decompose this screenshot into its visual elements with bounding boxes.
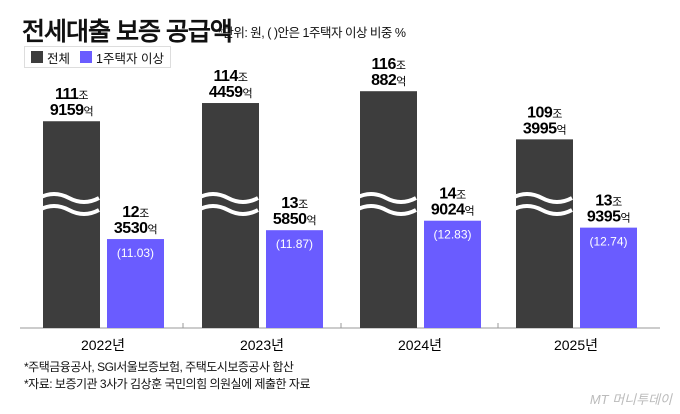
chart-subtitle: *단위: 원, ( )안은 1주택자 이상 비중 % xyxy=(218,26,406,40)
share-label-2023년: (11.87) xyxy=(276,237,313,251)
bar-owner-2022년 xyxy=(107,239,164,328)
label-owner-2024년-line2: 9024억 xyxy=(431,202,474,219)
label-owner-2024년-line1: 14조 xyxy=(439,186,466,203)
label-total-2025년-line2: 3995억 xyxy=(523,120,566,137)
axis-break-icon xyxy=(511,204,573,216)
label-owner-2022년-line2: 3530억 xyxy=(114,220,157,237)
label-owner-2022년-line1: 12조 xyxy=(122,204,149,221)
category-label-2022년: 2022년 xyxy=(81,337,125,353)
footnote-2: *자료: 보증기관 3사가 김상훈 국민의힘 의원실에 제출한 자료 xyxy=(24,377,310,391)
label-total-2024년-line2: 882억 xyxy=(371,72,406,89)
label-owner-2023년-line2: 5850억 xyxy=(273,211,316,228)
share-label-2024년: (12.83) xyxy=(433,228,471,242)
category-label-2024년: 2024년 xyxy=(398,337,442,353)
axis-break-icon xyxy=(38,192,100,204)
label-owner-2023년-line1: 13조 xyxy=(281,195,308,212)
axis-break-icon xyxy=(38,204,100,216)
bar-total-2022년 xyxy=(43,121,100,329)
legend-swatch-owner xyxy=(80,51,93,63)
bar-total-2025년 xyxy=(516,139,573,328)
label-total-2024년-line1: 116조 xyxy=(372,56,406,73)
bar-owner-2024년 xyxy=(424,220,481,328)
label-owner-2025년-line2: 9395억 xyxy=(587,209,630,226)
category-label-2023년: 2023년 xyxy=(240,337,284,353)
share-label-2025년: (12.74) xyxy=(589,235,627,249)
legend: 전체 1주택자 이상 xyxy=(24,46,171,68)
label-total-2023년-line2: 4459억 xyxy=(209,84,252,101)
chart-title: 전세대출 보증 공급액 xyxy=(22,18,233,46)
share-label-2022년: (11.03) xyxy=(117,246,154,260)
label-owner-2025년-line1: 13조 xyxy=(595,193,622,210)
legend-label-total: 전체 xyxy=(47,51,71,66)
axis-break-icon xyxy=(355,204,417,216)
label-total-2022년-line2: 9159억 xyxy=(50,102,93,119)
legend-swatch-total xyxy=(31,51,43,63)
axis-break-icon xyxy=(197,204,259,216)
label-total-2023년-line1: 114조 xyxy=(214,68,248,85)
axis-break-icon xyxy=(511,192,573,204)
label-total-2022년-line1: 111조 xyxy=(55,86,88,103)
bar-total-2023년 xyxy=(202,103,259,329)
bar-owner-2023년 xyxy=(266,230,323,328)
legend-label-owner: 1주택자 이상 xyxy=(96,51,164,66)
publisher-logo: MT 머니투데이 xyxy=(589,392,672,407)
footnote-1: *주택금융공사, SGI서울보증보험, 주택도시보증공사 합산 xyxy=(24,360,294,374)
bar-owner-2025년 xyxy=(580,227,637,328)
axis-break-icon xyxy=(197,192,259,204)
category-label-2025년: 2025년 xyxy=(554,337,598,353)
label-total-2025년-line1: 109조 xyxy=(527,104,562,121)
axis-break-icon xyxy=(355,192,417,204)
